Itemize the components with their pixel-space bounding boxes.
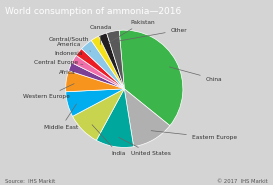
Text: Source:  IHS Markit: Source: IHS Markit xyxy=(5,179,56,184)
Text: World consumption of ammonia—2016: World consumption of ammonia—2016 xyxy=(5,7,182,16)
Wedge shape xyxy=(124,89,170,147)
Text: Other: Other xyxy=(118,28,187,41)
Text: Western Europe: Western Europe xyxy=(23,84,74,100)
Wedge shape xyxy=(99,33,124,89)
Text: India: India xyxy=(92,125,126,157)
Wedge shape xyxy=(69,63,124,89)
Text: Central Europe: Central Europe xyxy=(34,60,83,65)
Wedge shape xyxy=(76,49,124,89)
Text: Eastern Europe: Eastern Europe xyxy=(151,131,237,140)
Text: China: China xyxy=(169,67,222,82)
Text: Central/South
America: Central/South America xyxy=(49,36,90,51)
Wedge shape xyxy=(96,89,134,147)
Wedge shape xyxy=(72,55,124,89)
Text: © 2017  IHS Markit: © 2017 IHS Markit xyxy=(217,179,268,184)
Text: United States: United States xyxy=(119,137,171,157)
Wedge shape xyxy=(119,30,183,126)
Wedge shape xyxy=(66,71,124,92)
Wedge shape xyxy=(82,40,124,89)
Text: Africa: Africa xyxy=(59,70,80,75)
Wedge shape xyxy=(73,89,124,140)
Text: Middle East: Middle East xyxy=(44,104,78,130)
Text: Indonesia: Indonesia xyxy=(54,51,87,59)
Wedge shape xyxy=(107,30,124,89)
Text: Pakistan: Pakistan xyxy=(109,20,155,43)
Wedge shape xyxy=(66,89,124,116)
Text: Canada: Canada xyxy=(90,25,112,44)
Wedge shape xyxy=(91,36,124,89)
